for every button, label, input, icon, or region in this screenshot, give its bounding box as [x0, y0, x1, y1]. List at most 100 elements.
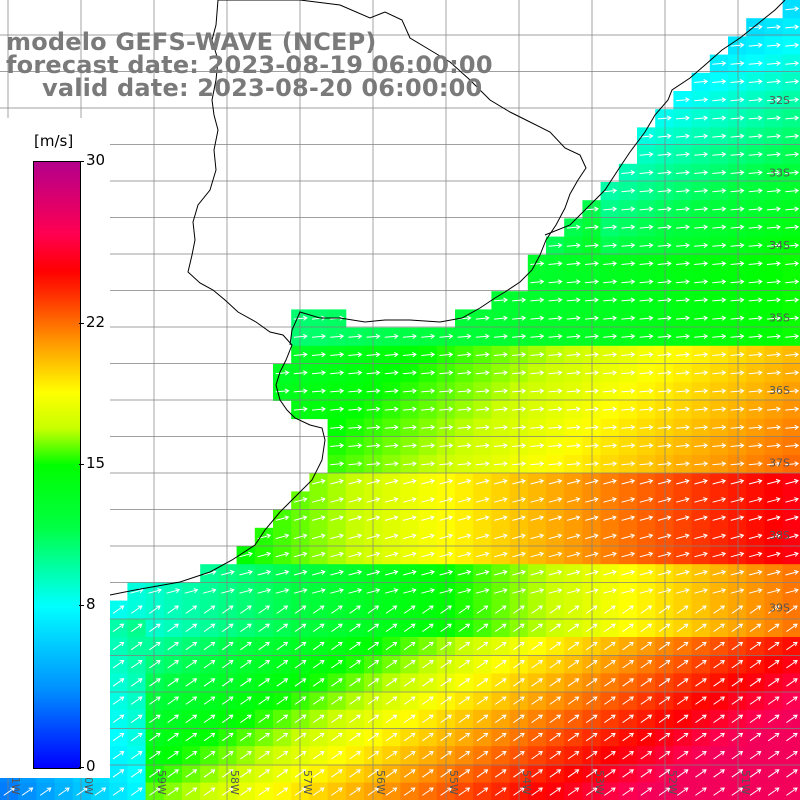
wind-arrow [621, 551, 636, 558]
wind-arrow [730, 151, 745, 157]
wind-arrow [785, 6, 800, 12]
wind-arrow [657, 406, 672, 412]
wind-arrow [548, 333, 563, 339]
wind-arrow [513, 623, 525, 633]
wind-arrow [494, 569, 508, 576]
wind-arrow [621, 170, 636, 176]
wind-arrow [330, 515, 344, 521]
wind-arrow [349, 678, 361, 687]
legend-tick-mark [79, 767, 84, 768]
wind-arrow [603, 206, 618, 212]
wind-arrow [657, 297, 672, 303]
wind-arrow [712, 79, 727, 85]
wind-arrow [657, 370, 672, 376]
wind-arrow [694, 224, 709, 230]
wind-arrow [402, 370, 417, 376]
wind-arrow [475, 588, 490, 594]
wind-arrow [531, 605, 543, 614]
wind-arrow [475, 569, 490, 576]
wind-arrow [730, 315, 745, 321]
wind-arrow [748, 497, 763, 503]
wind-arrow [730, 569, 745, 576]
wind-arrow [748, 588, 763, 594]
wind-arrow [603, 424, 618, 430]
wind-arrow [512, 551, 526, 558]
wind-arrow [439, 388, 454, 394]
wind-arrow [694, 388, 709, 394]
wind-arrow [730, 533, 745, 540]
longitude-label: 58W [228, 770, 241, 795]
wind-arrow [657, 224, 672, 230]
wind-arrow [384, 515, 399, 521]
wind-arrow [603, 333, 618, 339]
wind-arrow [603, 261, 618, 267]
wind-arrow [457, 406, 472, 412]
wind-arrow [694, 478, 708, 485]
wind-arrow [512, 424, 527, 430]
wind-arrow [639, 170, 654, 176]
wind-arrow [548, 443, 563, 449]
wind-arrow [603, 224, 618, 230]
latitude-label: 39S [769, 602, 790, 615]
wind-arrow [367, 623, 380, 633]
wind-arrow [512, 461, 527, 467]
wind-arrow [366, 333, 381, 339]
wind-arrow [421, 406, 436, 412]
wind-arrow [403, 623, 416, 633]
wind-arrow [457, 388, 472, 394]
wind-arrow [603, 297, 618, 303]
wind-arrow [694, 297, 709, 303]
wind-arrow [585, 497, 599, 503]
wind-arrow [348, 461, 363, 467]
wind-arrow [457, 424, 472, 430]
wind-arrow [658, 623, 671, 633]
wind-arrow [621, 406, 636, 412]
wind-arrow [621, 188, 636, 194]
wind-arrow [566, 551, 581, 558]
wind-arrow [675, 279, 690, 285]
wind-arrow [366, 569, 381, 576]
wind-arrow [675, 297, 690, 303]
wind-arrow [531, 623, 543, 633]
wind-arrow [530, 315, 545, 321]
latitude-label: 34S [769, 239, 790, 252]
wind-arrow [695, 641, 707, 651]
wind-arrow [639, 352, 654, 358]
wind-arrow [621, 388, 636, 394]
wind-arrow [493, 424, 508, 430]
wind-arrow [384, 478, 399, 485]
wind-arrow [402, 443, 417, 449]
wind-arrow [421, 443, 436, 449]
wind-arrow [366, 588, 381, 594]
wind-arrow [604, 623, 616, 633]
wind-arrow [239, 588, 253, 594]
wind-arrow [603, 478, 617, 485]
wind-arrow [366, 352, 381, 358]
wind-arrow [675, 315, 690, 321]
wind-arrow [766, 406, 781, 412]
wind-arrow [730, 406, 745, 412]
wind-arrow [149, 641, 161, 651]
wind-arrow [530, 497, 545, 503]
wind-arrow [766, 443, 781, 449]
color-scale-bar [33, 161, 81, 769]
wind-arrow [730, 261, 745, 267]
wind-arrow [494, 660, 507, 669]
wind-arrow [349, 623, 361, 633]
wind-arrow [221, 660, 234, 669]
wind-arrow [694, 315, 709, 321]
wind-arrow [402, 406, 417, 412]
wind-arrow [584, 388, 599, 394]
wind-arrow [457, 352, 472, 358]
wind-arrow [675, 151, 690, 157]
wind-arrow [694, 151, 709, 157]
longitude-label: 51W [739, 770, 752, 795]
wind-arrow [512, 352, 527, 358]
wind-arrow [548, 388, 563, 394]
wind-arrow [748, 42, 763, 48]
wind-arrow [785, 533, 799, 540]
wind-arrow [494, 605, 507, 614]
wind-arrow [366, 461, 381, 467]
